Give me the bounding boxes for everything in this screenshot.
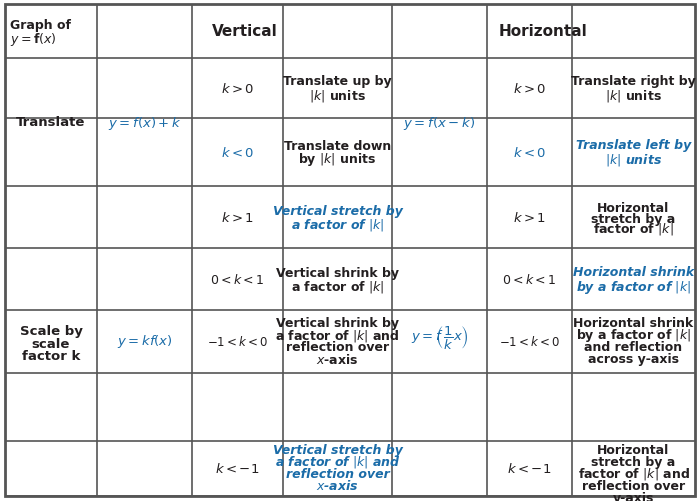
- Text: y-axis: y-axis: [612, 491, 654, 501]
- Text: $y = f(x) + k$: $y = f(x) + k$: [108, 114, 181, 131]
- Text: and reflection: and reflection: [584, 340, 682, 353]
- Text: Translate: Translate: [16, 116, 85, 129]
- Text: Horizontal: Horizontal: [597, 202, 670, 215]
- Text: reflection over: reflection over: [286, 467, 389, 480]
- Text: Vertical stretch by: Vertical stretch by: [272, 204, 402, 217]
- Text: $y = kf(x)$: $y = kf(x)$: [117, 333, 172, 350]
- Text: Horizontal: Horizontal: [499, 25, 588, 40]
- Text: $|k|$ units: $|k|$ units: [605, 88, 662, 104]
- Text: a factor of $|k|$ and: a factor of $|k|$ and: [275, 327, 400, 343]
- Text: a factor of $|k|$: a factor of $|k|$: [290, 279, 384, 295]
- Text: Horizontal shrink: Horizontal shrink: [573, 316, 694, 329]
- Text: $k > 1$: $k > 1$: [221, 210, 254, 224]
- Text: $-1 < k < 0$: $-1 < k < 0$: [206, 335, 268, 349]
- Text: Horizontal shrink: Horizontal shrink: [573, 266, 694, 279]
- Text: $x$-axis: $x$-axis: [316, 478, 359, 492]
- Text: stretch by a: stretch by a: [592, 212, 676, 225]
- Text: $k < -1$: $k < -1$: [508, 461, 552, 475]
- Text: scale: scale: [32, 337, 70, 350]
- Text: factor of $|k|$ and: factor of $|k|$ and: [578, 465, 690, 481]
- Text: a factor of $|k|$ and: a factor of $|k|$ and: [274, 453, 400, 469]
- Text: $|k|$ units: $|k|$ units: [605, 152, 662, 168]
- Text: $k > 0$: $k > 0$: [513, 82, 546, 96]
- Text: Vertical stretch by: Vertical stretch by: [272, 443, 402, 456]
- Text: factor k: factor k: [22, 349, 80, 362]
- Text: Vertical shrink by: Vertical shrink by: [276, 266, 399, 279]
- Text: $0 < k < 1$: $0 < k < 1$: [502, 273, 556, 287]
- Text: $y = \mathbf{f}(x)$: $y = \mathbf{f}(x)$: [10, 32, 57, 49]
- Text: Horizontal: Horizontal: [597, 443, 670, 456]
- Text: Graph of: Graph of: [10, 20, 71, 33]
- Text: $-1 < k < 0$: $-1 < k < 0$: [498, 335, 560, 349]
- Text: Translate down: Translate down: [284, 139, 391, 152]
- Text: by a factor of $|k|$: by a factor of $|k|$: [576, 326, 691, 343]
- Text: Vertical shrink by: Vertical shrink by: [276, 316, 399, 329]
- Text: $k > 1$: $k > 1$: [513, 210, 546, 224]
- Text: $y = f\!\!\left(\dfrac{1}{k}x\right)$: $y = f\!\!\left(\dfrac{1}{k}x\right)$: [411, 324, 468, 351]
- Text: Translate right by: Translate right by: [571, 75, 696, 88]
- Text: Translate left by: Translate left by: [576, 139, 691, 152]
- Text: $0 < k < 1$: $0 < k < 1$: [210, 273, 265, 287]
- Text: Translate up by: Translate up by: [284, 75, 392, 88]
- Text: $y = f(x - k)$: $y = f(x - k)$: [403, 114, 475, 131]
- Text: Scale by: Scale by: [20, 325, 83, 338]
- Text: by $|k|$ units: by $|k|$ units: [298, 151, 377, 168]
- Text: $|k|$ units: $|k|$ units: [309, 88, 366, 104]
- Text: across y-axis: across y-axis: [588, 352, 679, 365]
- Text: a factor of $|k|$: a factor of $|k|$: [290, 216, 384, 232]
- Text: Vertical: Vertical: [211, 25, 277, 40]
- Text: stretch by a: stretch by a: [592, 455, 676, 468]
- Text: $k < 0$: $k < 0$: [220, 146, 254, 160]
- Text: by a factor of $|k|$: by a factor of $|k|$: [576, 278, 691, 295]
- Text: reflection over: reflection over: [286, 340, 389, 353]
- Text: $x$-axis: $x$-axis: [316, 352, 359, 366]
- Text: $k < 0$: $k < 0$: [513, 146, 546, 160]
- Text: factor of $|k|$: factor of $|k|$: [593, 220, 674, 236]
- Text: reflection over: reflection over: [582, 479, 685, 492]
- Text: $k > 0$: $k > 0$: [220, 82, 254, 96]
- Text: $k < -1$: $k < -1$: [216, 461, 260, 475]
